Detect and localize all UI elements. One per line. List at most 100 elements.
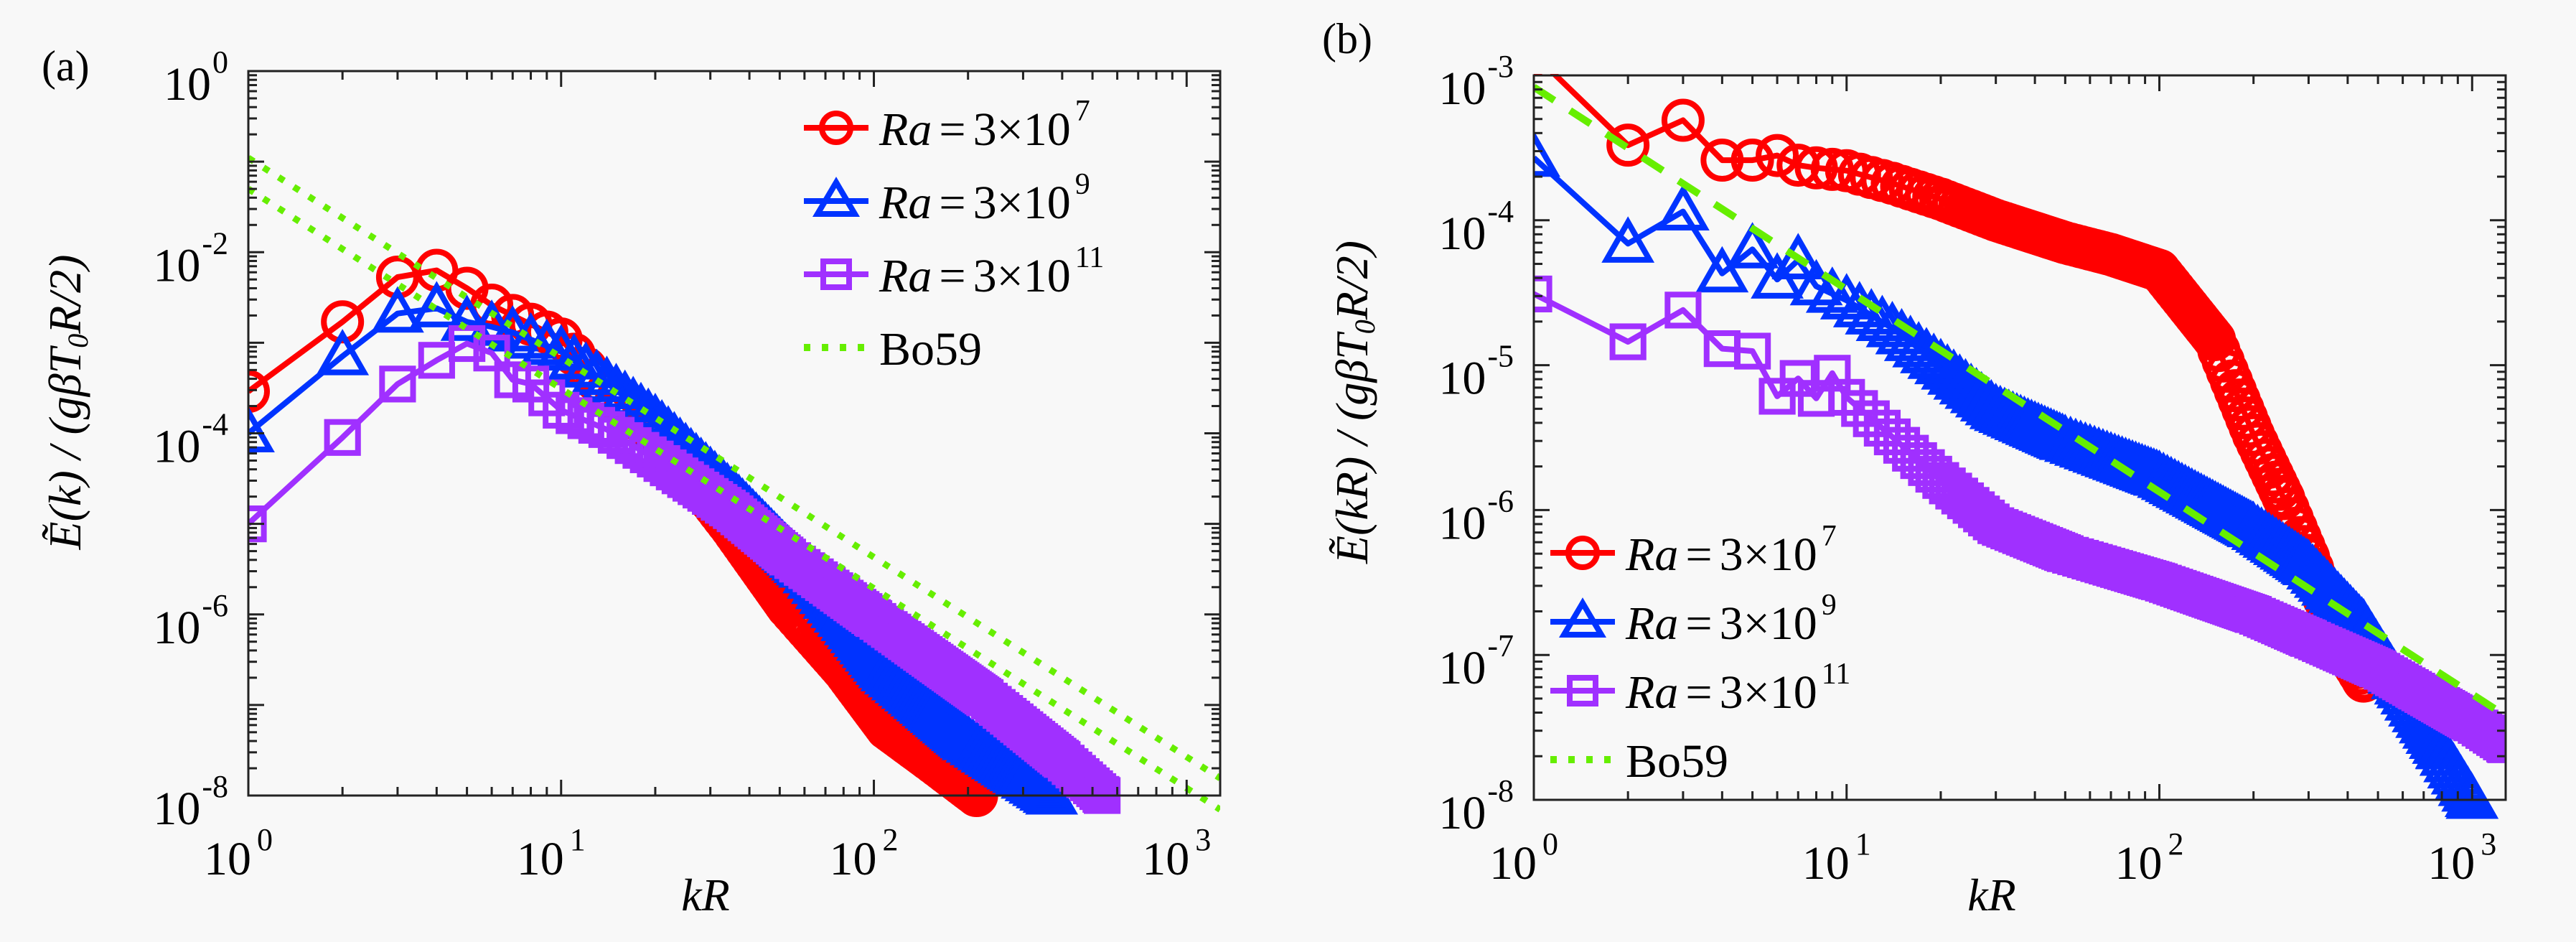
legend-marker-square: [1567, 675, 1598, 706]
series-square-2: [1534, 275, 2506, 763]
legend-marker-circle: [1565, 536, 1600, 570]
y-tick-labels-a: 100 10-2 10-4 10-6 10-8: [153, 45, 228, 835]
y-tick-label: 10-4: [153, 407, 228, 473]
plot-area-b: [1534, 74, 2506, 819]
series-square-2: [248, 325, 1121, 814]
data-point-triangle: [1845, 288, 1898, 335]
y-tick-label: 10-5: [1438, 339, 1514, 405]
axes-box: [1532, 74, 2507, 801]
legend-label: Ra = 3×10 7: [1625, 520, 1837, 581]
legend-item-triangle: Ra = 3×10 9: [1550, 589, 1837, 650]
series-none-3: [1534, 84, 2506, 719]
data-point-square: [1733, 332, 1771, 370]
data-point-triangle: [534, 324, 588, 371]
panel-b: (b) 10-310-410-510-610-710-8 10 0 10 1 10 2 10…: [1322, 15, 2507, 920]
panel-label-b: (b): [1322, 15, 1372, 62]
x-tick-label: 10 2: [2115, 826, 2184, 890]
y-tick-label: 100: [164, 45, 228, 111]
data-point-circle: [1756, 134, 1799, 177]
x-tick-label: 10 3: [2427, 826, 2496, 890]
legend-label: Bo59: [1626, 735, 1728, 788]
x-tick-labels-a: 10 0 10 1 10 2 10 3: [204, 822, 1211, 885]
legend-label: Bo59: [879, 323, 982, 376]
data-point-triangle: [1819, 273, 1873, 320]
x-axis-label-b: kR: [1967, 869, 2016, 920]
data-point-triangle: [1695, 246, 1749, 293]
legend-label: Ra = 3×10 9: [1625, 589, 1837, 650]
legend-marker-square: [820, 258, 852, 290]
y-axis-label-a: Ẽ(k) / (gβT0R/2): [39, 255, 94, 551]
x-tick-labels-b: 10 0 10 1 10 2 10 3: [1489, 826, 2496, 890]
data-point-square: [1534, 275, 1552, 313]
data-point-square: [379, 365, 416, 403]
series-none-3: [248, 155, 1220, 813]
y-axis-label-b-text: Ẽ(kR) / (gβT0R/2): [1326, 241, 1381, 564]
data-point-triangle: [559, 341, 613, 388]
legend-marker-triangle: [1558, 597, 1607, 638]
y-label-subscript: 0: [1349, 320, 1381, 334]
data-point-triangle: [1771, 233, 1825, 279]
data-point-square: [1609, 323, 1647, 360]
x-tick-label: 10 1: [1802, 826, 1871, 890]
y-tick-label: 10-6: [153, 588, 228, 654]
y-label-subscript: 0: [62, 334, 94, 348]
data-point-circle: [321, 300, 365, 344]
data-point-circle: [1810, 147, 1854, 191]
data-point-circle: [1794, 146, 1838, 190]
data-point-circle: [1606, 123, 1650, 167]
x-tick-label: 10 0: [204, 822, 273, 885]
y-label-rest: R/2): [39, 255, 90, 335]
data-point-triangle: [248, 406, 275, 452]
data-point-triangle: [1921, 343, 1975, 390]
legend-item-bo59: Bo59: [1550, 735, 1728, 788]
axes-b: [1532, 74, 2507, 801]
legend-a: Ra = 3×10 7 Ra = 3×10 9 Ra = 3×10 11 Bo59: [804, 95, 1104, 376]
data-point-triangle: [371, 286, 424, 333]
panel-label-a: (a): [42, 42, 90, 90]
y-tick-label: 10-4: [1438, 194, 1514, 260]
bo59-reference-line: [248, 155, 1220, 781]
x-axis-label-r: R: [701, 869, 730, 920]
data-point-triangle: [1725, 222, 1779, 269]
data-point-circle: [470, 284, 514, 327]
plot-area-a: [248, 155, 1220, 817]
data-point-circle: [1700, 139, 1744, 182]
legend-marker-circle: [819, 111, 853, 145]
y-label-numerator: Ẽ(k) / (gβT: [39, 345, 90, 550]
data-point-triangle: [1601, 216, 1655, 263]
data-point-square: [324, 419, 361, 456]
legend-label: Ra = 3×10 7: [879, 95, 1090, 156]
data-point-square: [448, 325, 486, 363]
data-point-triangle: [1805, 266, 1859, 313]
y-tick-label: 10-2: [153, 225, 228, 292]
data-point-triangle: [1534, 130, 1560, 177]
x-axis-label-k: k: [681, 869, 703, 920]
legend-item-square: Ra = 3×10 11: [1550, 658, 1850, 719]
x-tick-label: 10 0: [1489, 826, 1558, 890]
x-tick-label: 10 2: [830, 822, 899, 885]
data-point-triangle: [2445, 772, 2499, 819]
y-tick-label: 10-6: [1438, 483, 1514, 549]
data-point-circle: [1661, 98, 1705, 142]
legend-marker-triangle: [812, 177, 861, 217]
y-axis-label-a-text: Ẽ(k) / (gβT0R/2): [39, 255, 94, 551]
data-point-square: [1664, 292, 1702, 329]
x-axis-label-k: k: [1967, 869, 1989, 920]
legend-label: Ra = 3×10 9: [879, 168, 1090, 229]
legend-b: Ra = 3×10 7 Ra = 3×10 9 Ra = 3×10 11 Bo59: [1550, 520, 1850, 788]
x-axis-label-r: R: [1987, 869, 2016, 920]
data-point-triangle: [410, 281, 464, 327]
y-tick-label: 10-8: [1438, 773, 1514, 839]
y-tick-label: 10-7: [1438, 628, 1514, 694]
y-tick-labels-b: 10-3 10-4 10-5 10-6 10-7 10-8: [1438, 49, 1514, 839]
y-label-numerator: Ẽ(kR) / (gβT: [1326, 331, 1377, 564]
data-point-triangle: [1657, 184, 1710, 231]
bo59-reference-line: [248, 186, 1220, 813]
data-point-square: [1841, 390, 1878, 427]
y-tick-label: 10-3: [1438, 49, 1514, 115]
y-axis-label-b: Ẽ(kR) / (gβT0R/2): [1326, 241, 1381, 564]
legend-item-square: Ra = 3×10 11: [804, 241, 1104, 302]
data-point-triangle: [580, 355, 634, 402]
